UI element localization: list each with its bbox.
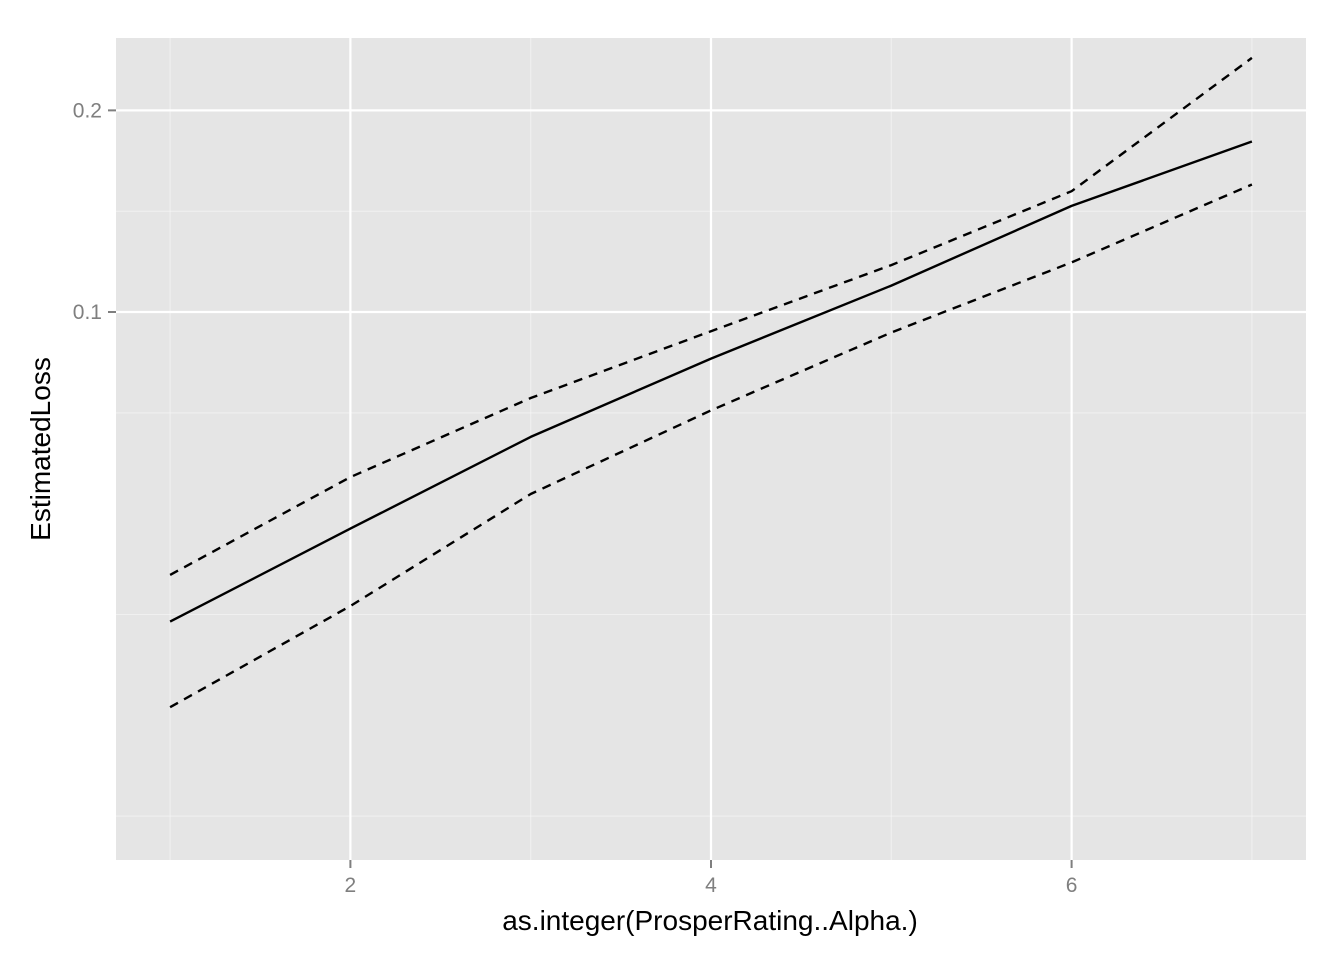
x-tick-label: 6 <box>1066 874 1078 897</box>
x-axis: 2 4 6 <box>345 860 1078 897</box>
y-tick-label: 0.1 <box>73 301 102 324</box>
solid-series-line-1 <box>169 140 1253 623</box>
y-axis: 0.1 0.2 <box>73 99 116 324</box>
x-axis-title: as.integer(ProsperRating..Alpha.) <box>502 905 918 936</box>
major-gridlines <box>116 38 1306 860</box>
dashed-series-line-0 <box>169 56 1253 576</box>
y-tick-label: 0.2 <box>73 99 102 122</box>
x-tick-label: 2 <box>345 874 357 897</box>
series-layer <box>169 56 1253 709</box>
y-axis-title: EstimatedLoss <box>25 357 56 541</box>
x-tick-label: 4 <box>705 874 717 897</box>
